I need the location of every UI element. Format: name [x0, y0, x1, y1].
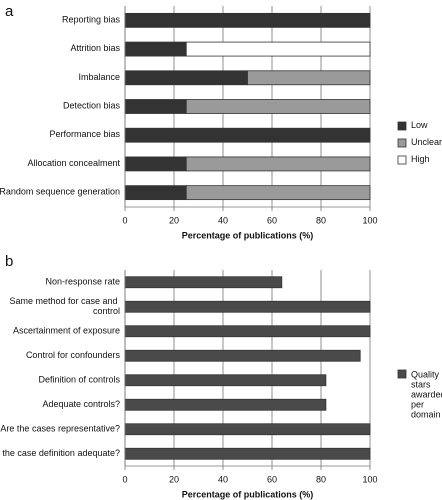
y-tick-label: Random sequence generation: [0, 187, 120, 197]
bar: [124, 374, 327, 387]
y-tick-label: Adequate controls?: [42, 399, 120, 409]
bar: [185, 99, 371, 114]
bar: [124, 99, 187, 114]
bar: [124, 12, 371, 28]
panel-label: b: [5, 253, 13, 270]
x-tick-label: 60: [267, 215, 277, 225]
bar: [185, 185, 371, 201]
x-tick-label: 40: [218, 474, 228, 484]
bar: [124, 276, 283, 289]
y-tick-label: Definition of controls: [38, 375, 120, 385]
bar: [124, 70, 248, 86]
legend-label: Low: [411, 120, 428, 130]
y-tick-label: Allocation concealment: [27, 158, 120, 168]
x-axis-label: Percentage of publications (%): [182, 230, 314, 240]
y-tick-label: Detection bias: [63, 101, 121, 111]
y-tick-label: Imbalance: [78, 72, 120, 82]
x-tick-label: 100: [362, 474, 377, 484]
bar: [185, 156, 371, 172]
legend-label: High: [411, 154, 430, 164]
bar: [124, 325, 371, 338]
bar: [124, 156, 187, 172]
bar: [124, 447, 371, 460]
x-tick-label: 80: [316, 474, 326, 484]
x-tick-label: 60: [267, 474, 277, 484]
x-tick-label: 40: [218, 215, 228, 225]
bar: [124, 300, 371, 313]
x-tick-label: 80: [316, 215, 326, 225]
bar: [124, 423, 371, 436]
y-tick-label: Reporting bias: [62, 15, 121, 25]
x-tick-label: 0: [122, 215, 127, 225]
x-tick-label: 0: [122, 474, 127, 484]
x-axis-label: Percentage of publications (%): [182, 489, 314, 499]
bar: [124, 349, 361, 362]
y-tick-label: Are the cases representative?: [0, 424, 120, 434]
legend-swatch: [397, 138, 407, 148]
bar: [124, 41, 187, 57]
y-tick-label: Same method for case and control: [9, 296, 120, 316]
y-tick-label: Attrition bias: [70, 43, 120, 53]
bar: [124, 398, 327, 411]
y-tick-label: Is the case definition adequate?: [0, 448, 120, 458]
y-tick-label: Non-response rate: [45, 277, 120, 287]
panel-label: a: [5, 3, 14, 20]
legend-label: Quality stars awarded per domain: [411, 370, 442, 420]
bar: [124, 185, 187, 201]
x-tick-label: 20: [169, 474, 179, 484]
x-tick-label: 100: [362, 215, 377, 225]
x-tick-label: 20: [169, 215, 179, 225]
bar: [247, 70, 371, 86]
y-tick-label: Performance bias: [49, 130, 120, 140]
legend-label: Unclear: [411, 137, 442, 147]
bar: [124, 127, 371, 143]
y-tick-label: Control for confounders: [26, 350, 121, 360]
legend-swatch: [397, 155, 407, 165]
y-tick-label: Ascertainment of exposure: [13, 326, 120, 336]
bar: [185, 41, 371, 57]
legend-swatch: [397, 121, 407, 131]
legend-swatch: [397, 369, 407, 379]
